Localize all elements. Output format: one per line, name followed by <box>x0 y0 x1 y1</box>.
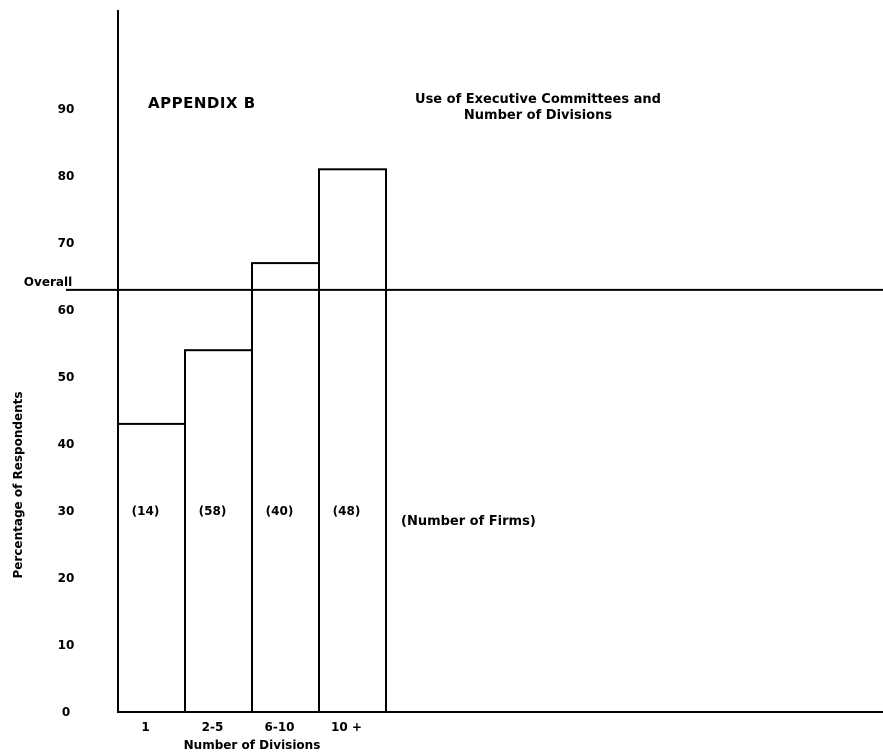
category-label: 10 + <box>331 720 362 734</box>
y-tick-label: 10 <box>58 638 75 652</box>
bar-2 <box>184 349 253 713</box>
bars <box>117 168 387 714</box>
category-labels: 1 2-5 6-10 10 + <box>141 720 362 734</box>
firm-count-label: (14) <box>132 504 160 518</box>
bar-3 <box>251 262 320 713</box>
y-tick-label: 0 <box>62 705 70 719</box>
appendix-label: APPENDIX B <box>148 94 256 112</box>
firm-count-label: (40) <box>266 504 294 518</box>
category-label: 2-5 <box>202 720 224 734</box>
x-axis-title: Number of Divisions <box>184 738 321 752</box>
category-label: 1 <box>141 720 149 734</box>
y-tick-labels: 0 10 20 30 40 50 60 70 80 90 <box>58 102 75 719</box>
y-tick-label: 50 <box>58 370 75 384</box>
overall-reference: Overall <box>24 275 883 291</box>
bar-4 <box>318 168 387 714</box>
overall-label: Overall <box>24 275 72 289</box>
y-tick-label: 30 <box>58 504 75 518</box>
bar-1 <box>117 422 186 713</box>
firms-note: (Number of Firms) <box>401 514 536 529</box>
chart-title-line-1: Use of Executive Committees and <box>415 92 661 107</box>
y-tick-label: 60 <box>58 303 75 317</box>
category-label: 6-10 <box>264 720 294 734</box>
chart-title-line-2: Number of Divisions <box>464 108 612 123</box>
firm-count-label: (58) <box>199 504 227 518</box>
firm-count-label: (48) <box>333 504 361 518</box>
y-tick-label: 70 <box>58 236 75 250</box>
y-tick-label: 20 <box>58 571 75 585</box>
y-tick-label: 40 <box>58 437 75 451</box>
y-axis-title: Percentage of Respondents <box>11 391 25 578</box>
firm-count-labels: (14) (58) (40) (48) <box>132 504 361 518</box>
y-tick-label: 90 <box>58 102 75 116</box>
y-tick-label: 80 <box>58 169 75 183</box>
